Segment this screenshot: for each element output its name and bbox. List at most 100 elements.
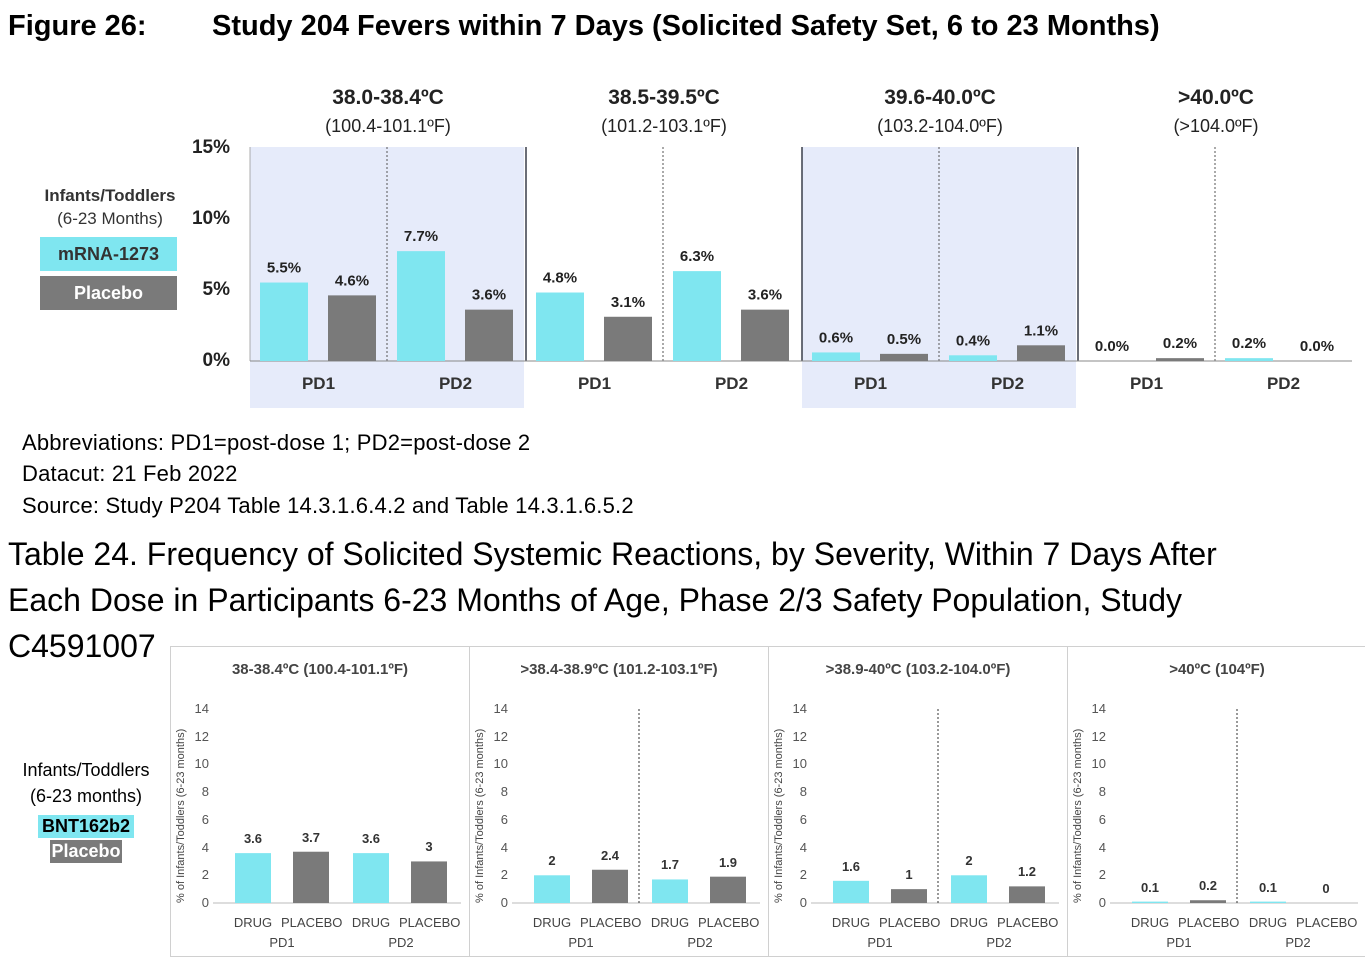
panel-dose-label: PD2 <box>986 935 1012 950</box>
panel-x-label: DRUG <box>650 915 690 930</box>
panel-y-tick: 0 <box>799 895 807 910</box>
panel-y-tick: 0 <box>500 895 508 910</box>
panel-data-label: 1.2 <box>1017 864 1037 880</box>
table-title-line-1: Table 24. Frequency of Solicited Systemi… <box>8 536 1217 572</box>
fever-bar-chart: 5.5% 4.6% PD1 7.7% 3.6% PD2 4.8% 3.1% PD1 6.3% 3.6… <box>249 147 1352 408</box>
panel-title: >38.9-40ºC (103.2-104.0ºF) <box>825 661 1011 678</box>
panel-data-label: 0.2 <box>1198 878 1218 894</box>
data-label-placebo: 0.0% <box>1300 338 1334 355</box>
x-tick-label: PD2 <box>1267 374 1300 393</box>
severity-panel: 38-38.4ºC (100.4-101.1ºF)% of Infants/To… <box>170 646 470 957</box>
panel-y-tick: 4 <box>500 839 508 855</box>
panel-data-label: 1.7 <box>660 857 680 873</box>
panel-data-label: 3.6 <box>361 831 381 847</box>
panel-y-tick: 2 <box>500 867 508 883</box>
panel-x-label: PLACEBO <box>399 915 461 930</box>
bar-mrna <box>949 355 997 361</box>
panel-y-tick: 2 <box>799 867 807 883</box>
panel-bar-placebo <box>891 889 927 903</box>
bar-placebo <box>741 309 789 361</box>
data-label-mrna: 5.5% <box>267 260 301 277</box>
bar-placebo <box>1156 358 1204 361</box>
data-label-placebo: 3.1% <box>611 294 645 311</box>
panel-data-label: 1 <box>905 867 913 883</box>
panel-bar-placebo <box>1009 886 1045 903</box>
panel-x-label: DRUG <box>532 915 572 930</box>
panel-data-label: 3 <box>425 839 433 855</box>
panel-bar-drug <box>652 879 688 903</box>
panel-bar-placebo <box>710 876 746 903</box>
table-title-line-2: Each Dose in Participants 6-23 Months of… <box>8 582 1183 618</box>
panel-data-label: 2 <box>965 853 973 869</box>
panel-data-label: 2 <box>548 853 556 869</box>
panel-x-label: DRUG <box>949 915 989 930</box>
panel-bar-drug <box>534 875 570 903</box>
y-tick-0: 0% <box>202 350 230 371</box>
panel-dose-label: PD1 <box>269 935 295 950</box>
panel-data-label: 0.1 <box>1258 879 1278 895</box>
group-2-header: 38.5-39.5ºC <box>608 86 720 109</box>
data-label-mrna: 0.0% <box>1095 338 1129 355</box>
panel-bar-placebo <box>293 851 329 903</box>
bottom-legend-subtitle: (6-23 months) <box>29 786 143 806</box>
panel-bar-placebo <box>592 869 628 903</box>
datacut-note: Datacut: 21 Feb 2022 <box>22 461 238 486</box>
panel-y-tick: 2 <box>1098 867 1106 883</box>
panel-y-tick: 4 <box>799 839 807 855</box>
panel-bar-drug <box>235 853 271 903</box>
panel-data-label: 3.7 <box>301 829 321 845</box>
x-tick-label: PD1 <box>578 374 611 393</box>
group-4-header: >40.0ºC <box>1178 86 1254 109</box>
panel-x-label: PLACEBO <box>580 915 642 930</box>
panel-data-label: 3.6 <box>243 831 263 847</box>
x-tick-label: PD2 <box>439 374 472 393</box>
severity-panel: >38.9-40ºC (103.2-104.0ºF)% of Infants/T… <box>768 646 1068 957</box>
y-tick-10: 10% <box>191 208 230 229</box>
panel-bar-drug <box>1250 901 1286 903</box>
panel-bar-drug <box>833 880 869 903</box>
panel-x-label: PLACEBO <box>281 915 343 930</box>
data-label-mrna: 0.2% <box>1232 335 1266 352</box>
panel-y-tick: 0 <box>201 895 209 910</box>
panel-y-tick: 6 <box>201 811 209 827</box>
bar-placebo <box>604 316 652 361</box>
x-tick-label: PD1 <box>854 374 887 393</box>
severity-panel: >40ºC (104ºF)% of Infants/Toddlers (6-23… <box>1067 646 1365 957</box>
bar-mrna <box>260 282 308 361</box>
panel-y-tick: 8 <box>1098 784 1106 800</box>
panel-y-tick: 4 <box>1098 839 1106 855</box>
panel-dose-label: PD1 <box>568 935 594 950</box>
panel-x-label: PLACEBO <box>698 915 760 930</box>
x-tick-label: PD2 <box>991 374 1024 393</box>
group-2-subheader: (101.2-103.1ºF) <box>601 116 727 136</box>
group-1-header: 38.0-38.4ºC <box>332 86 444 109</box>
bottom-legend-item-bnt: BNT162b2 <box>38 815 134 838</box>
bar-mrna <box>397 251 445 361</box>
legend-title: Infants/Toddlers <box>44 186 176 205</box>
panel-y-tick: 10 <box>194 756 209 772</box>
figure-label: Figure 26: <box>8 10 147 42</box>
source-note: Source: Study P204 Table 14.3.1.6.4.2 an… <box>22 493 634 518</box>
bar-placebo <box>880 353 928 361</box>
panel-title: >40ºC (104ºF) <box>1169 661 1265 678</box>
panel-y-tick: 12 <box>1091 728 1106 744</box>
panel-bar-drug <box>1132 901 1168 903</box>
group-3-header: 39.6-40.0ºC <box>884 86 996 109</box>
panel-y-tick: 6 <box>1098 811 1106 827</box>
panel-y-tick: 10 <box>792 756 807 772</box>
panel-title: >38.4-38.9ºC (101.2-103.1ºF) <box>520 661 718 678</box>
panel-x-label: DRUG <box>1248 915 1288 930</box>
panel-data-label: 1.9 <box>718 854 738 870</box>
group-3-subheader: (103.2-104.0ºF) <box>877 116 1003 136</box>
x-tick-label: PD1 <box>302 374 335 393</box>
panel-x-label: PLACEBO <box>879 915 941 930</box>
panel-y-tick: 12 <box>194 728 209 744</box>
panel-dose-label: PD1 <box>867 935 893 950</box>
panel-plot <box>811 709 1059 904</box>
legend-item-placebo: Placebo <box>40 276 177 310</box>
bar-placebo <box>1017 345 1065 361</box>
group-shade <box>250 147 524 408</box>
panel-data-label: 1.6 <box>841 858 861 874</box>
panel-y-tick: 8 <box>201 784 209 800</box>
data-label-placebo: 3.6% <box>748 287 782 304</box>
